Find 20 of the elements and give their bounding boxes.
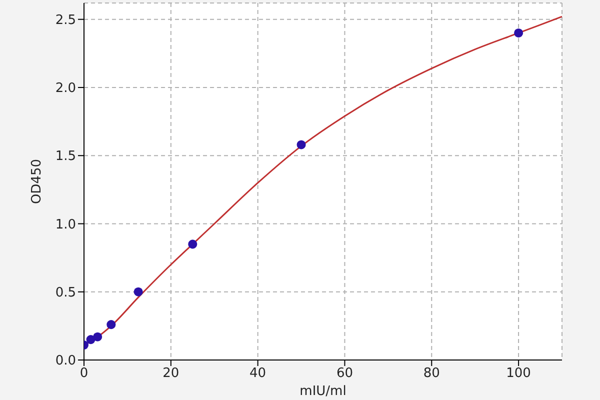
point bbox=[106, 320, 116, 330]
y-tick-label: 1.0 bbox=[55, 217, 76, 232]
point bbox=[93, 332, 102, 342]
y-tick-label: 2.0 bbox=[55, 81, 76, 96]
point bbox=[134, 287, 143, 296]
x-tick-label: 80 bbox=[423, 366, 440, 382]
x-tick-label: 100 bbox=[506, 366, 531, 382]
x-axis-title: mIU/ml bbox=[300, 384, 346, 399]
y-tick-label: 0.0 bbox=[55, 354, 76, 369]
x-tick-label: 40 bbox=[250, 366, 266, 382]
y-tick-label: 0.5 bbox=[55, 285, 76, 300]
point bbox=[296, 140, 306, 150]
point bbox=[514, 28, 524, 38]
y-axis-title: OD450 bbox=[30, 158, 45, 204]
x-tick-label: 60 bbox=[336, 366, 353, 382]
x-tick-label: 20 bbox=[162, 366, 180, 382]
y-tick-label: 1.5 bbox=[55, 149, 76, 164]
point bbox=[188, 240, 198, 249]
x-tick-label: 0 bbox=[80, 366, 88, 382]
y-tick-label: 2.5 bbox=[55, 12, 76, 28]
